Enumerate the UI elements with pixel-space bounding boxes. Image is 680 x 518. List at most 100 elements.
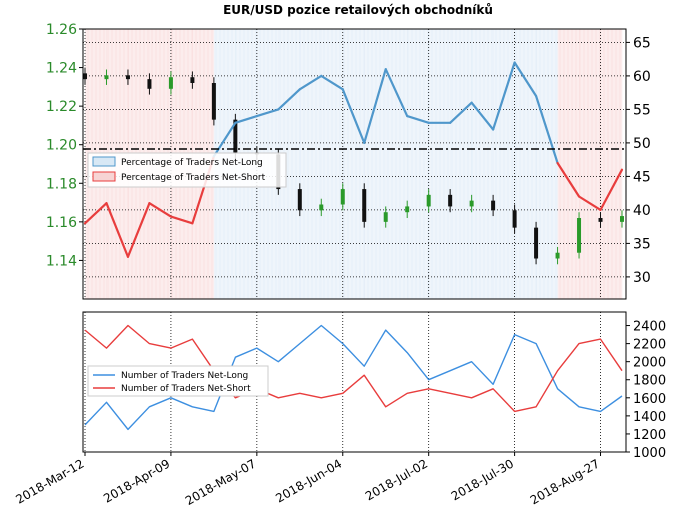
- shade-band: [450, 29, 473, 299]
- top-right-axis: 30 35 40 45 50 55 60 65: [626, 35, 651, 286]
- x-axis: 2018-Mar-12 2018-Apr-09 2018-May-07 2018-Ju…: [13, 452, 602, 508]
- net-short-segment: [83, 202, 108, 225]
- net-short-legend-label: Percentage of Traders Net-Short: [121, 173, 266, 183]
- net-long-segment: [534, 94, 559, 165]
- bottom-right-tick-label: 1800: [633, 374, 666, 389]
- right-tick-label: 30: [633, 270, 651, 286]
- x-tick-label: 2018-Apr-09: [101, 456, 172, 505]
- left-tick-label: 1.20: [46, 138, 77, 154]
- right-tick-label: 65: [633, 35, 651, 51]
- candle-body: [147, 79, 152, 89]
- x-tick-label: 2018-Jul-30: [449, 456, 516, 503]
- net-long-segment: [277, 88, 301, 111]
- bottom-panel: 1000 1200 1400 1600 1800 2000 2200 2400 2018-Ma…: [13, 311, 666, 508]
- chart-title: EUR/USD pozice retailových obchodníků: [223, 3, 493, 17]
- x-tick-label: 2018-Mar-12: [13, 456, 86, 506]
- top-panel-frame: [82, 28, 627, 300]
- net-long-segment: [449, 101, 473, 124]
- top-legend: Percentage of Traders Net-Long Percentag…: [87, 152, 287, 188]
- right-tick-label: 55: [633, 102, 651, 118]
- net-long-count-line: [84, 324, 623, 431]
- percent-lines: [83, 61, 624, 258]
- candle-body: [598, 218, 603, 222]
- net-long-segment: [513, 61, 538, 98]
- net-long-segment: [234, 114, 258, 124]
- right-tick-label: 35: [633, 236, 651, 252]
- candle-body: [491, 200, 496, 211]
- candle-body: [534, 227, 539, 259]
- net-long-segment: [384, 68, 409, 118]
- net-short-segment: [577, 195, 602, 211]
- top-left-axis: 1.14 1.16 1.18 1.20 1.22 1.24 1.26: [46, 22, 83, 269]
- candle-body: [426, 194, 431, 207]
- net-short-swatch: [92, 171, 116, 182]
- left-tick-label: 1.14: [46, 253, 77, 269]
- bottom-panel-frame: [82, 311, 627, 453]
- shade-band: [600, 29, 623, 299]
- right-tick-label: 45: [633, 169, 651, 185]
- candle-body: [190, 77, 195, 83]
- net-short-segment: [105, 202, 130, 258]
- net-long-segment: [492, 61, 516, 131]
- candle-body: [211, 83, 216, 120]
- candle-body: [448, 194, 453, 207]
- net-short-segment: [148, 202, 173, 218]
- bottom-right-tick-label: 1000: [633, 446, 666, 461]
- net-long-swatch: [92, 156, 116, 167]
- shade-band: [471, 29, 494, 299]
- candle-body: [383, 212, 388, 222]
- net-short-count-line: [84, 324, 623, 413]
- bottom-right-tick-label: 2200: [633, 338, 666, 353]
- net-long-segment: [212, 121, 237, 158]
- bottom-right-tick-label: 1600: [633, 392, 666, 407]
- candle-body: [104, 75, 109, 80]
- candle-body: [362, 189, 367, 222]
- net-long-segment: [406, 114, 430, 124]
- candle-body: [319, 204, 324, 211]
- candle-body: [577, 218, 582, 253]
- net-long-segment: [320, 74, 344, 91]
- x-tick-label: 2018-Jun-04: [273, 456, 344, 505]
- right-tick-label: 60: [633, 69, 651, 85]
- net-short-segment: [599, 168, 624, 211]
- shade-band: [321, 29, 344, 299]
- net-short-count-legend-label: Number of Traders Net-Short: [121, 384, 251, 394]
- x-tick-label: 2018-May-07: [183, 456, 258, 508]
- net-long-segment: [341, 88, 366, 144]
- candle-body: [168, 77, 173, 89]
- net-long-legend-label: Percentage of Traders Net-Long: [121, 158, 263, 168]
- candle-body: [555, 252, 560, 259]
- candle-body: [233, 119, 238, 153]
- x-tick-label: 2018-Jul-02: [363, 456, 430, 503]
- right-tick-label: 50: [633, 136, 651, 152]
- candle-body: [125, 75, 130, 80]
- x-tick-label: 2018-Aug-27: [528, 456, 602, 507]
- bottom-right-tick-label: 2400: [633, 320, 666, 335]
- bottom-legend: Number of Traders Net-Long Number of Tra…: [87, 365, 269, 397]
- shade-band: [428, 29, 451, 299]
- top-legend-box: [87, 152, 287, 188]
- candle-body: [512, 210, 517, 228]
- left-tick-label: 1.16: [46, 215, 77, 231]
- shade-band: [385, 29, 408, 299]
- top-panel: 1.14 1.16 1.18 1.20 1.22 1.24 1.26 30 35 40 45 50 5…: [46, 22, 651, 300]
- bottom-right-axis: 1000 1200 1400 1600 1800 2000 2200 2400: [626, 320, 666, 461]
- candle-body: [340, 189, 345, 205]
- candle-body: [297, 189, 302, 211]
- shade-band: [557, 29, 580, 299]
- net-long-segment: [363, 68, 387, 144]
- net-long-segment: [298, 74, 323, 91]
- left-tick-label: 1.24: [46, 61, 77, 77]
- bottom-right-tick-label: 1200: [633, 428, 666, 443]
- net-short-segment: [126, 202, 151, 258]
- candle-body: [469, 200, 474, 207]
- net-long-segment: [255, 108, 280, 118]
- candle-body: [83, 73, 87, 80]
- shade-band: [299, 29, 322, 299]
- net-long-count-legend-label: Number of Traders Net-Long: [121, 371, 248, 381]
- right-tick-label: 40: [633, 203, 651, 219]
- left-tick-label: 1.18: [46, 176, 77, 192]
- left-tick-label: 1.26: [46, 22, 77, 38]
- left-tick-label: 1.22: [46, 99, 77, 115]
